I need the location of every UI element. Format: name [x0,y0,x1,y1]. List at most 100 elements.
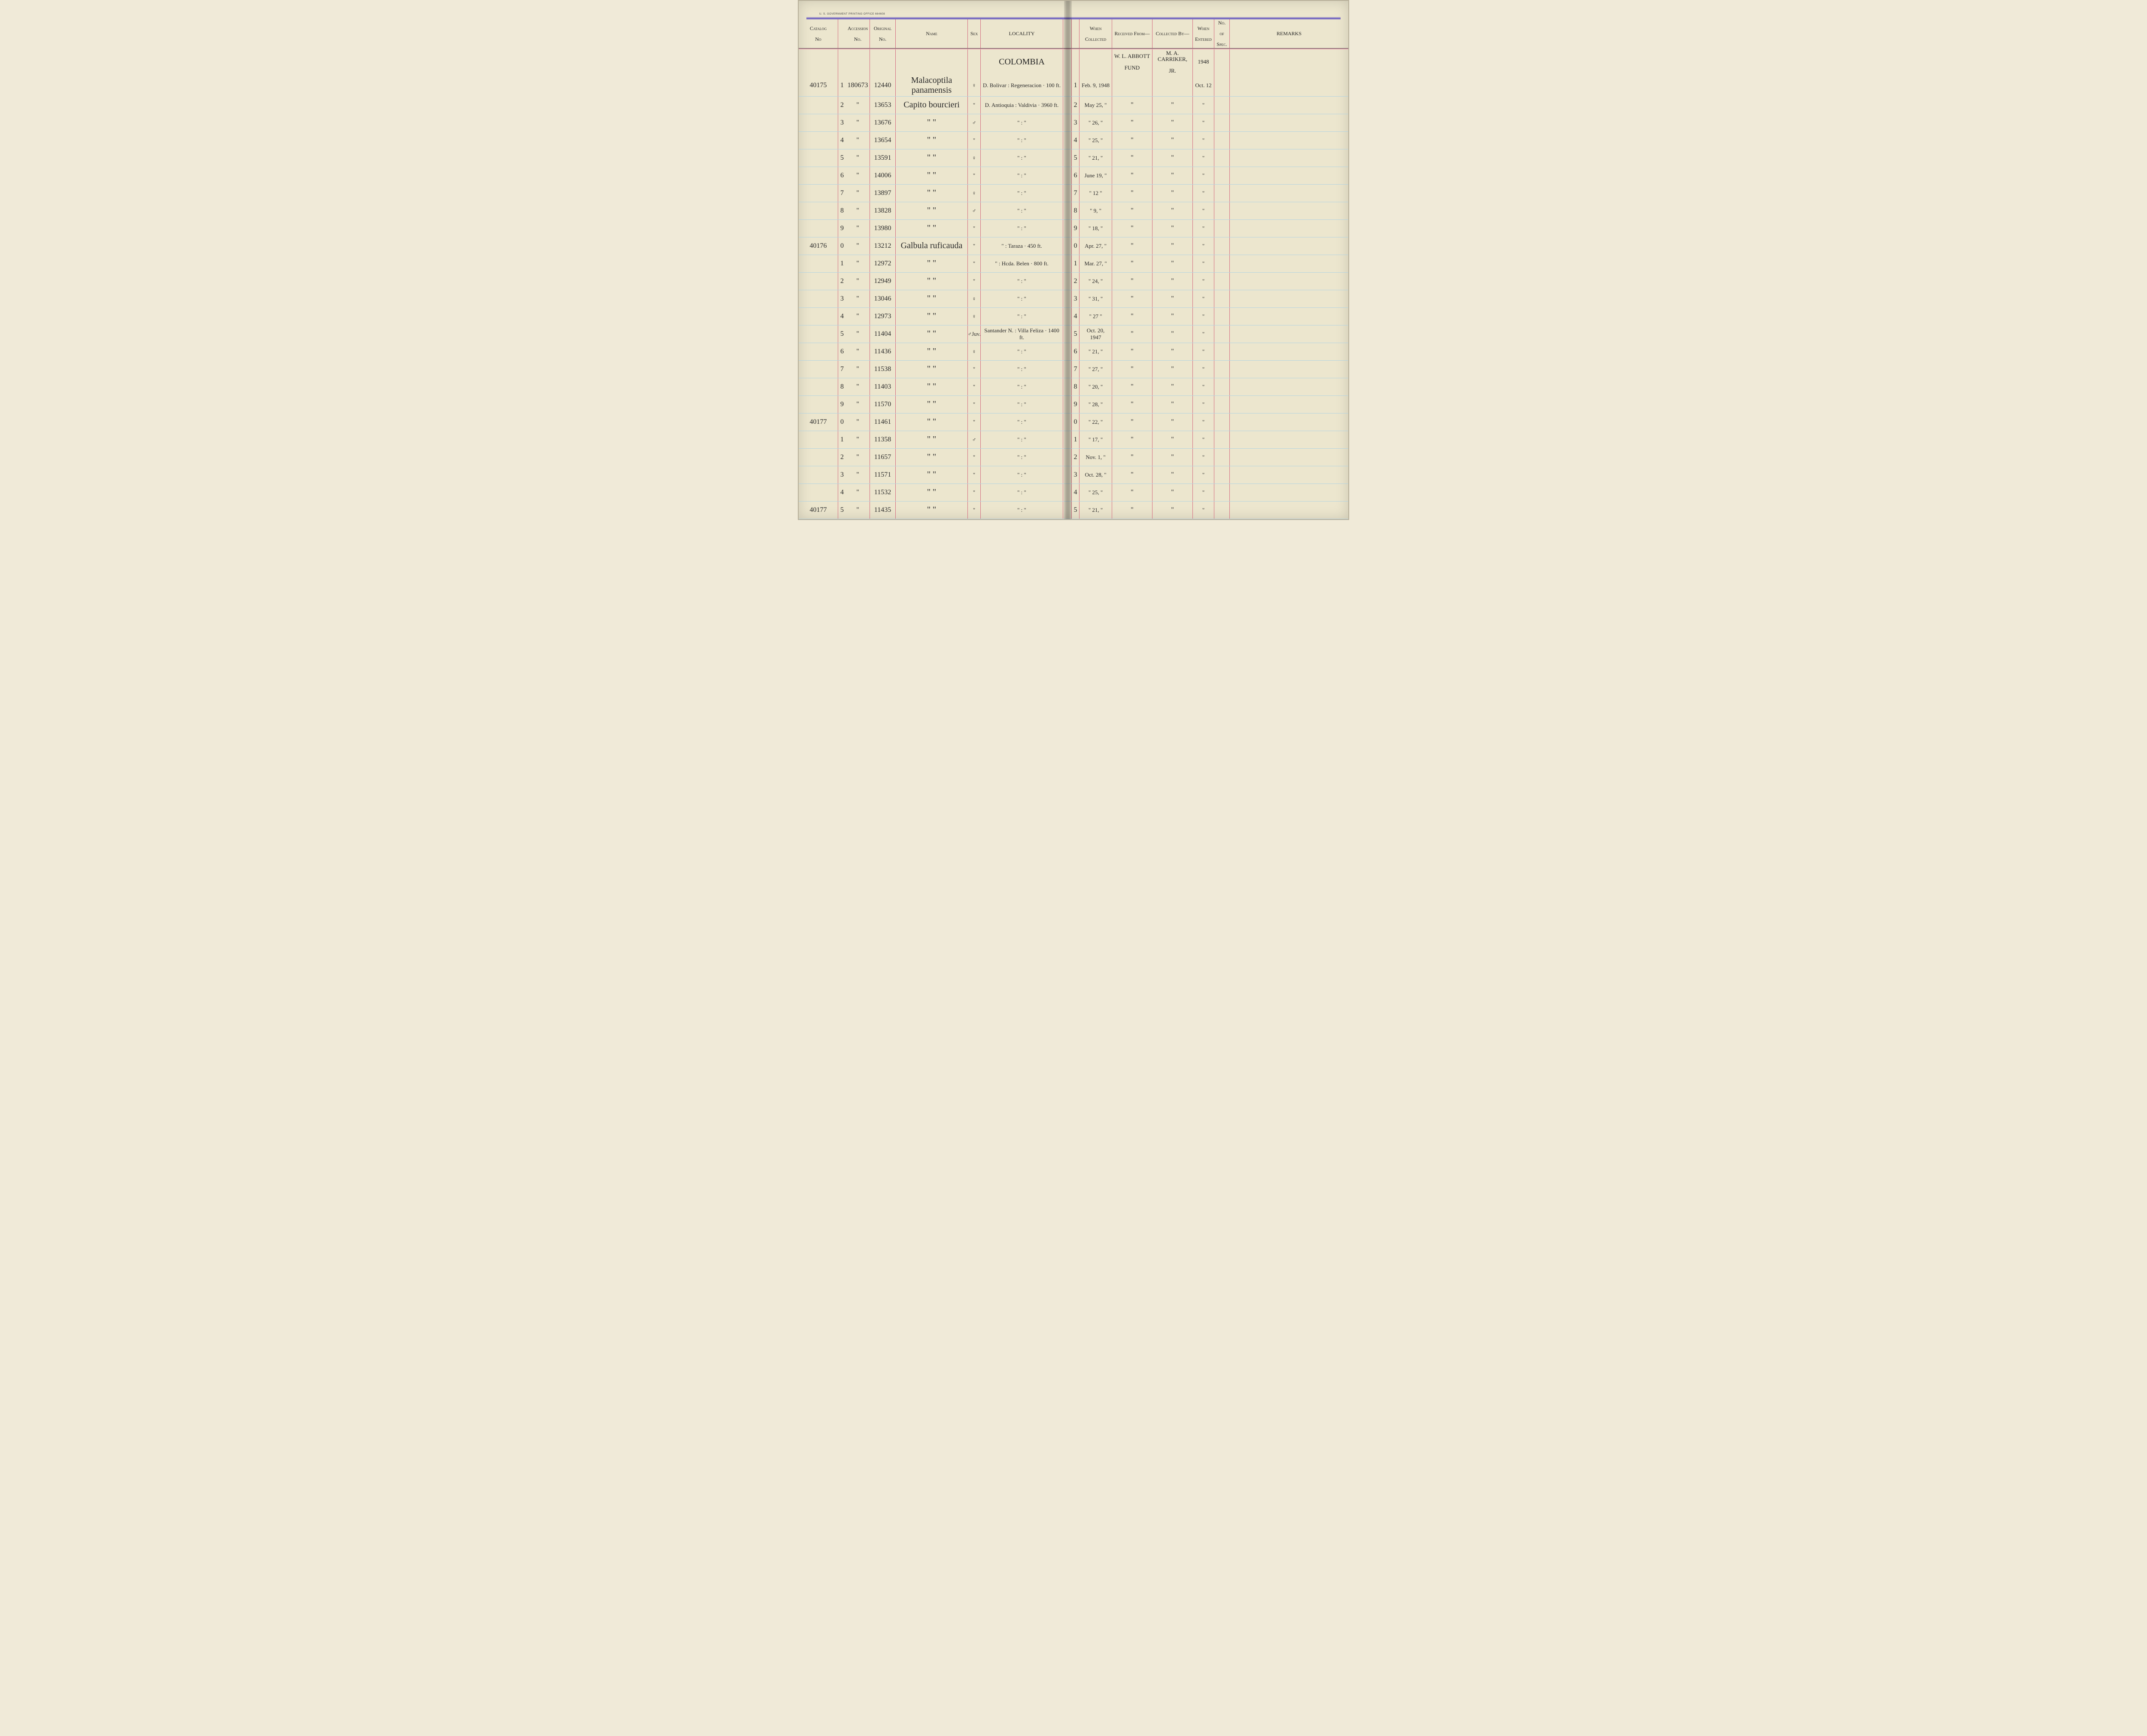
hdr-entered: WhenEntered [1193,19,1214,48]
cell-accession: " [846,449,870,466]
cell-name: Malacoptila panamensis [896,75,968,96]
cell-received: " [1112,466,1153,483]
cell-accession: " [846,343,870,360]
cell-subR: 9 [1072,396,1080,413]
cell-collected [1153,75,1193,96]
cell-sub: 3 [838,114,846,131]
cell-catalog [799,484,838,501]
cell-gutter [1063,396,1072,413]
cell-remarks [1230,378,1348,395]
cell-original: 11461 [870,413,896,431]
cell-locality: " : " [981,396,1063,413]
ledger-row: 7"11538" """ : "7" 27, """" [799,361,1348,378]
ledger-row: 7"13897" "♀" : "7" 12 """" [799,185,1348,202]
cell-locality: " : " [981,361,1063,378]
cell-remarks [1230,361,1348,378]
cell-spec [1214,413,1230,431]
cell-catalog [799,273,838,290]
cell-subR: 6 [1072,167,1080,184]
cell-remarks [1230,202,1348,219]
cell-sex: ♀ [968,149,981,167]
cell-collected: " [1153,185,1193,202]
cell-received: " [1112,185,1153,202]
cell-original: 13654 [870,132,896,149]
ledger-spread: U. S. GOVERNMENT PRINTING OFFICE 664608 … [798,0,1349,520]
cell-catalog [799,378,838,395]
cell-remarks [1230,237,1348,255]
cell-collected: " [1153,290,1193,307]
cell-sex: ♀ [968,185,981,202]
column-headers: CatalogNo AccessionNo. OriginalNo. Name … [799,19,1348,49]
cell-accession: " [846,255,870,272]
cell-collected: " [1153,413,1193,431]
cell-original: 13046 [870,290,896,307]
cell-when: Mar. 27, " [1080,255,1112,272]
cell-accession: " [846,396,870,413]
cell-entered: " [1193,378,1214,395]
cell-sub: 5 [838,325,846,343]
cell-gutter [1063,431,1072,448]
cell-locality: Santander N. : Villa Feliza · 1400 ft. [981,325,1063,343]
hdr-remarks: REMARKS [1230,19,1348,48]
cell-sex: ♂ [968,431,981,448]
cell-when: " 27 " [1080,308,1112,325]
ledger-row: 3"11571" """ : "3Oct. 28, """" [799,466,1348,484]
cell-received: " [1112,484,1153,501]
cell-sex: " [968,273,981,290]
cell-subR: 1 [1072,75,1080,96]
cell-collected: " [1153,343,1193,360]
cell-name: " " [896,413,968,431]
cell-sex: ♂ [968,114,981,131]
cell-accession: " [846,290,870,307]
cell-catalog [799,114,838,131]
cell-locality: " : " [981,413,1063,431]
cell-sex: " [968,502,981,519]
cell-collected: " [1153,431,1193,448]
cell-received: " [1112,361,1153,378]
cell-locality: " : " [981,466,1063,483]
cell-name: " " [896,449,968,466]
cell-received: " [1112,308,1153,325]
cell-entered: " [1193,325,1214,343]
ledger-row: 2"11657" """ : "2Nov. 1, """" [799,449,1348,466]
cell-gutter [1063,167,1072,184]
cell-entered: " [1193,255,1214,272]
cell-gutter [1063,185,1072,202]
cell-locality: " : " [981,202,1063,219]
cell-sex: ♀ [968,75,981,96]
cell-entered: " [1193,202,1214,219]
cell-name: " " [896,343,968,360]
cell-accession: " [846,431,870,448]
hdr-name: Name [896,19,968,48]
cell-sex: ♀ [968,343,981,360]
cell-spec [1214,502,1230,519]
ledger-row: 2"13653Capito bourcieri"D. Antioquia : V… [799,97,1348,114]
cell-collected: " [1153,484,1193,501]
ledger-row: 401770"11461" """ : "0" 22, """" [799,413,1348,431]
cell-when: " 28, " [1080,396,1112,413]
printer-imprint: U. S. GOVERNMENT PRINTING OFFICE 664608 [799,1,1348,17]
ledger-row: 6"11436" "♀" : "6" 21, """" [799,343,1348,361]
cell-original: 13828 [870,202,896,219]
cell-entered: " [1193,449,1214,466]
cell-gutter [1063,75,1072,96]
hdr-when: WhenCollected [1080,19,1112,48]
cell-collected: " [1153,325,1193,343]
cell-accession: " [846,308,870,325]
cell-sex: ♀ [968,308,981,325]
cell-sub: 7 [838,185,846,202]
cell-locality: " : " [981,114,1063,131]
cell-name: " " [896,273,968,290]
cell-received: " [1112,378,1153,395]
cell-locality: " : " [981,378,1063,395]
cell-sub: 4 [838,132,846,149]
cell-collected: " [1153,273,1193,290]
ledger-row: 3"13676" "♂" : "3" 26, """" [799,114,1348,132]
hdr-locality: LOCALITY [981,19,1063,48]
cell-catalog [799,361,838,378]
cell-gutter [1063,114,1072,131]
cell-spec [1214,361,1230,378]
cell-original: 11436 [870,343,896,360]
cell-name: Galbula ruficauda [896,237,968,255]
ledger-row: 3"13046" "♀" : "3" 31, """" [799,290,1348,308]
